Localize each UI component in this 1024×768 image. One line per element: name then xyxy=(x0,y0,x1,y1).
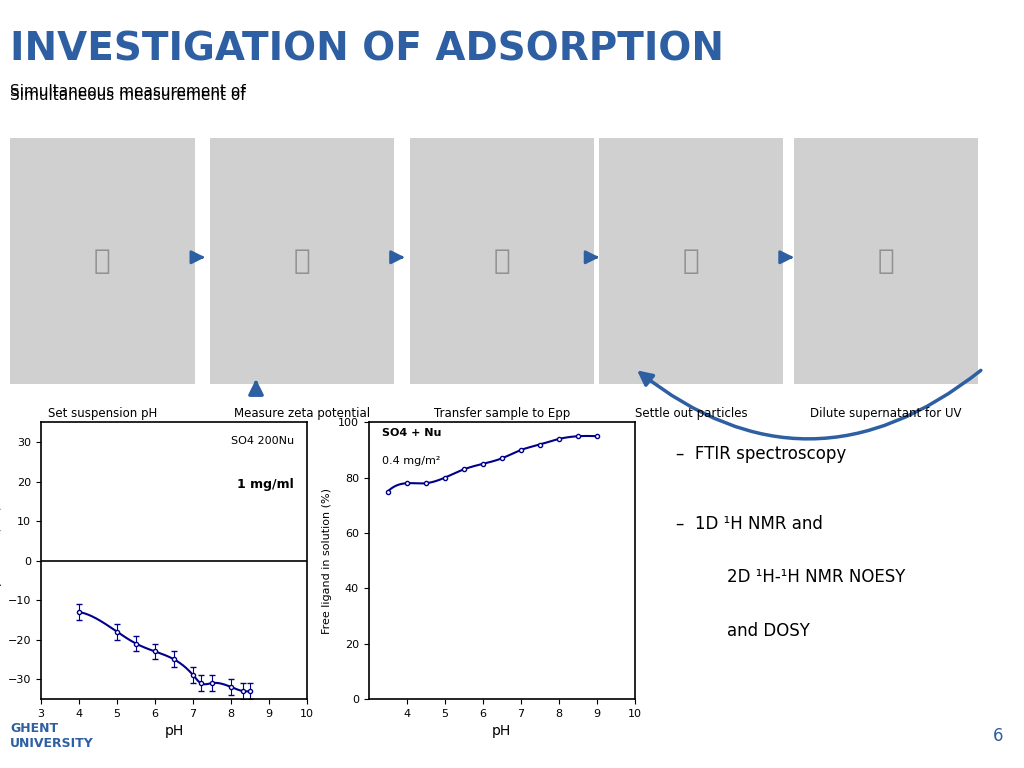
Text: –  1D ¹H NMR and: – 1D ¹H NMR and xyxy=(676,515,822,532)
Text: Simultaneous measurement of: Simultaneous measurement of xyxy=(10,88,251,104)
Text: 📷: 📷 xyxy=(878,247,894,275)
Y-axis label: Zeta potential (mV): Zeta potential (mV) xyxy=(0,506,2,615)
Text: SO4 200Nu: SO4 200Nu xyxy=(230,436,294,446)
Text: 6: 6 xyxy=(993,727,1004,745)
Text: –  FTIR spectroscopy: – FTIR spectroscopy xyxy=(676,445,846,463)
Text: 📷: 📷 xyxy=(94,247,111,275)
Text: GHENT
UNIVERSITY: GHENT UNIVERSITY xyxy=(10,722,94,750)
Text: 0.4 mg/m²: 0.4 mg/m² xyxy=(382,455,440,465)
Text: 📷: 📷 xyxy=(683,247,699,275)
Text: INVESTIGATION OF ADSORPTION: INVESTIGATION OF ADSORPTION xyxy=(10,31,724,68)
X-axis label: pH: pH xyxy=(165,724,183,738)
Text: Transfer sample to Epp: Transfer sample to Epp xyxy=(433,407,570,420)
X-axis label: pH: pH xyxy=(493,724,511,738)
Text: Settle out particles: Settle out particles xyxy=(635,407,748,420)
Text: 1 mg/ml: 1 mg/ml xyxy=(238,478,294,491)
Text: Simultaneous measurement of: Simultaneous measurement of xyxy=(10,84,251,100)
Text: SO4 + Nu: SO4 + Nu xyxy=(382,428,441,438)
Y-axis label: Free ligand in solution (%): Free ligand in solution (%) xyxy=(323,488,333,634)
Text: Dilute supernatant for UV: Dilute supernatant for UV xyxy=(810,407,962,420)
Text: 📷: 📷 xyxy=(294,247,310,275)
Text: 📷: 📷 xyxy=(494,247,510,275)
Text: Measure zeta potential: Measure zeta potential xyxy=(234,407,370,420)
Text: Set suspension pH: Set suspension pH xyxy=(48,407,157,420)
Text: 2D ¹H-¹H NMR NOESY: 2D ¹H-¹H NMR NOESY xyxy=(727,568,905,586)
Text: and DOSY: and DOSY xyxy=(727,622,810,640)
